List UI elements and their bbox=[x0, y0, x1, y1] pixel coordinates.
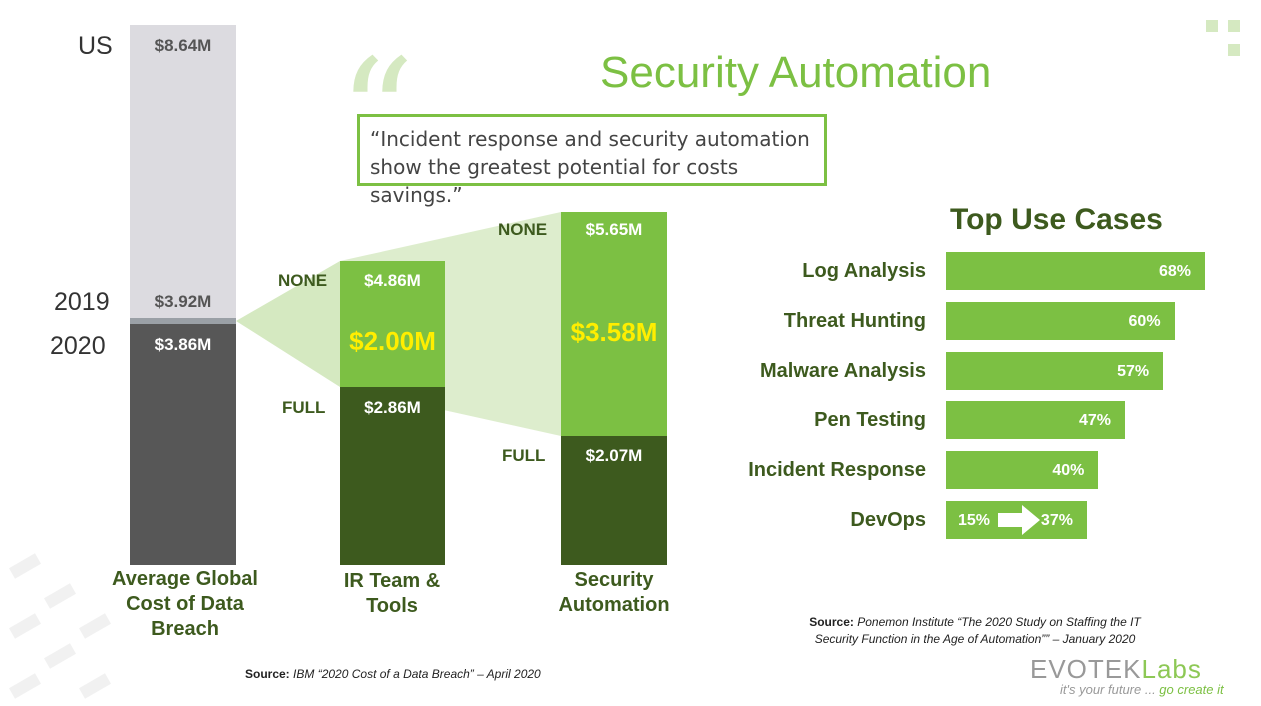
value-label-ir-full: $2.86M bbox=[364, 398, 421, 417]
use-cases-title: Top Use Cases bbox=[950, 203, 1163, 236]
use-case-bar bbox=[946, 252, 1205, 290]
use-case-value: 57% bbox=[1117, 362, 1150, 380]
bar-sa-none bbox=[561, 212, 667, 436]
category-label-global-line2: Cost of Data bbox=[126, 593, 244, 615]
tagline-b: go create it bbox=[1159, 682, 1224, 697]
logo-labs: Labs bbox=[1141, 654, 1202, 684]
value-label-2020: $3.86M bbox=[154, 335, 212, 354]
label-2020: 2020 bbox=[50, 332, 106, 360]
value-label-us: $8.64M bbox=[154, 36, 212, 55]
value-label-sa-full: $2.07M bbox=[585, 446, 643, 465]
bar-ir-full bbox=[340, 387, 445, 565]
source-ponemon-line2: Security Function in the Age of Automati… bbox=[814, 632, 1136, 646]
bar-2019-sliver bbox=[130, 318, 236, 324]
category-label-global-line1: Average Global bbox=[112, 568, 258, 590]
use-case-label: Log Analysis bbox=[802, 260, 926, 282]
logo-brand: EVOTEK bbox=[1030, 654, 1142, 684]
label-ir-full: FULL bbox=[282, 398, 326, 417]
category-label-sa: Security Automation bbox=[534, 568, 694, 618]
source-ibm-text: IBM “2020 Cost of a Data Breach” – April… bbox=[293, 667, 541, 681]
value-label-sa-none: $5.65M bbox=[585, 220, 643, 239]
source-ponemon-line1: Ponemon Institute “The 2020 Study on Sta… bbox=[857, 615, 1141, 629]
fan-global-to-ir bbox=[236, 261, 340, 387]
source-ibm: Source: IBM “2020 Cost of a Data Breach”… bbox=[245, 667, 541, 681]
quote-box: “Incident response and security automati… bbox=[357, 114, 827, 207]
use-case-label: Pen Testing bbox=[814, 409, 926, 432]
use-case-value: 60% bbox=[1128, 312, 1161, 330]
category-label-ir-line2: Tools bbox=[366, 595, 418, 617]
use-case-label: Threat Hunting bbox=[783, 309, 926, 332]
bar-ir-none bbox=[340, 261, 445, 387]
use-case-value: 40% bbox=[1052, 462, 1085, 480]
value-label-sa-savings: $3.58M bbox=[570, 317, 658, 347]
bar-us bbox=[130, 25, 236, 318]
use-case-label: Malware Analysis bbox=[759, 359, 926, 382]
use-case-value: 68% bbox=[1159, 263, 1192, 280]
source-ponemon-prefix: Source: bbox=[809, 615, 854, 629]
quote-text: “Incident response and security automati… bbox=[370, 127, 810, 207]
arrow-right-icon bbox=[998, 505, 1040, 535]
corner-square bbox=[1228, 44, 1240, 56]
corner-square bbox=[1206, 20, 1218, 32]
use-case-value: 37% bbox=[1040, 512, 1073, 529]
use-case-value-from: 15% bbox=[958, 512, 991, 529]
value-label-ir-none: $4.86M bbox=[364, 271, 421, 290]
use-case-bar bbox=[946, 451, 1099, 490]
category-label-global-line3: Breach bbox=[151, 618, 219, 640]
source-ibm-prefix: Source: bbox=[245, 667, 290, 681]
label-ir-none: NONE bbox=[278, 271, 328, 290]
use-case-bar bbox=[946, 351, 1164, 390]
category-label-sa-line2: Automation bbox=[558, 594, 670, 616]
label-us: US bbox=[78, 32, 113, 60]
bar-2020 bbox=[130, 324, 236, 565]
category-label-ir: IR Team & Tools bbox=[312, 569, 472, 619]
use-case-label: Incident Response bbox=[748, 459, 926, 482]
label-sa-none: NONE bbox=[498, 220, 548, 239]
value-label-ir-savings: $2.00M bbox=[349, 326, 436, 356]
category-label-ir-line1: IR Team & bbox=[343, 570, 441, 592]
use-case-label: DevOps bbox=[850, 509, 926, 531]
evotek-logo: EVOTEKLabs bbox=[1030, 654, 1202, 685]
bar-sa-full bbox=[561, 436, 667, 565]
page-title: Security Automation bbox=[600, 48, 992, 97]
use-case-value: 47% bbox=[1079, 412, 1112, 430]
label-sa-full: FULL bbox=[502, 446, 546, 465]
use-case-bar bbox=[946, 301, 1175, 340]
category-label-global: Average Global Cost of Data Breach bbox=[95, 567, 275, 642]
logo-tagline: it's your future ... go create it bbox=[1060, 682, 1224, 697]
tagline-a: it's your future ... bbox=[1060, 682, 1160, 697]
use-case-bar bbox=[946, 401, 1125, 440]
value-label-2019: $3.92M bbox=[154, 292, 212, 311]
corner-square bbox=[1228, 20, 1240, 32]
background-pattern bbox=[9, 553, 111, 699]
label-2019: 2019 bbox=[54, 288, 110, 316]
source-ponemon: Source: Ponemon Institute “The 2020 Stud… bbox=[790, 614, 1160, 648]
category-label-sa-line1: Security bbox=[574, 569, 654, 591]
